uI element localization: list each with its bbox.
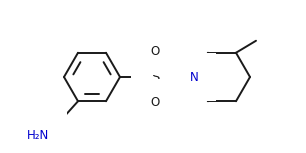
Text: H₂N: H₂N — [27, 129, 49, 142]
Text: N: N — [190, 71, 198, 84]
Text: N: N — [181, 71, 189, 84]
Text: O: O — [150, 45, 160, 58]
Text: O: O — [150, 97, 160, 110]
Text: S: S — [151, 71, 159, 84]
